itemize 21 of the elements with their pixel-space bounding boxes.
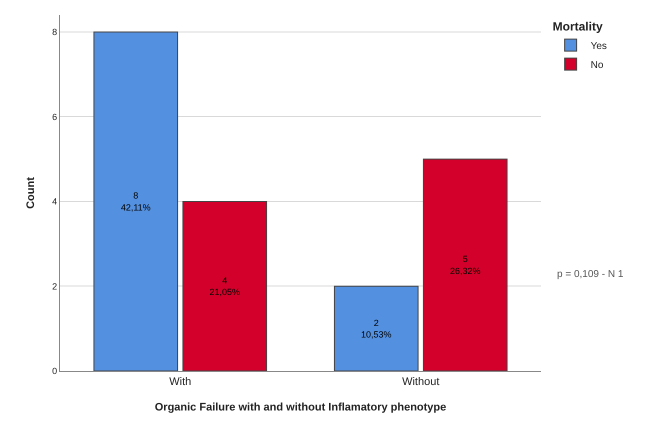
y-tick-label: 6 [52, 112, 58, 122]
y-tick-label: 2 [52, 281, 58, 292]
data-label: 8 42,11% [120, 190, 151, 212]
x-axis-title: Organic Failure with and without Inflamatory phenotype [154, 401, 446, 414]
bar [182, 200, 268, 371]
data-label: 4 21,05% [209, 275, 240, 298]
data-label: 2 10,53% [360, 318, 392, 340]
bar [334, 286, 419, 371]
legend-label: Yes [590, 41, 607, 52]
x-tick-label: With [169, 376, 192, 388]
y-tick-label: 8 [52, 27, 58, 38]
legend-label: No [590, 60, 604, 71]
legend-title: Mortality [552, 20, 603, 34]
data-label: 5 26,32% [450, 254, 481, 276]
y-tick-label: 4 [52, 196, 58, 207]
bar [422, 158, 508, 371]
y-tick-label: 0 [52, 366, 58, 376]
x-tick-label: Without [402, 376, 440, 388]
text: p = 0,109 - N 1 [557, 269, 624, 280]
bar [93, 31, 178, 371]
y-axis-title: Count [24, 176, 37, 209]
